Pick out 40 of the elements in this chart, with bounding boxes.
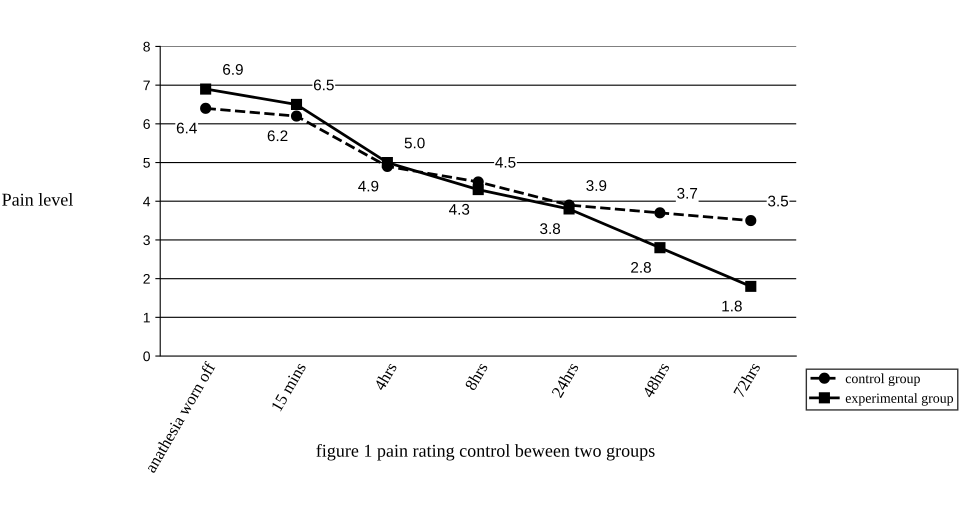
x-axis-title: figure 1 pain rating control beween two groups bbox=[316, 444, 655, 461]
point bbox=[200, 83, 212, 95]
data-label: 3.7 bbox=[677, 188, 698, 199]
legend-label: control group bbox=[846, 373, 920, 386]
y-tick-label: 1 bbox=[144, 312, 150, 322]
y-tick-label: 4 bbox=[143, 196, 150, 206]
y-axis-title: Pain level bbox=[2, 193, 73, 206]
data-label: 4.3 bbox=[449, 204, 470, 215]
data-label: 3.5 bbox=[768, 196, 788, 206]
data-label: 6.9 bbox=[223, 64, 243, 75]
data-label: 6.5 bbox=[314, 80, 334, 90]
x-tick-label: 4hrs bbox=[373, 361, 398, 392]
point bbox=[290, 110, 302, 122]
point bbox=[382, 156, 393, 168]
point bbox=[654, 242, 666, 254]
data-label: 5.0 bbox=[404, 138, 425, 148]
data-label: 6.4 bbox=[176, 122, 197, 134]
data-label: 6.2 bbox=[268, 130, 288, 142]
y-tick-label: 2 bbox=[143, 274, 150, 284]
data-label: 4.5 bbox=[495, 157, 516, 168]
data-label: 3.9 bbox=[586, 180, 606, 191]
y-tick-label: 6 bbox=[143, 119, 150, 130]
point bbox=[745, 280, 756, 292]
y-tick-label: 3 bbox=[143, 235, 150, 246]
data-label: 4.9 bbox=[358, 180, 378, 192]
data-label: 3.8 bbox=[540, 223, 560, 234]
legend-label: experimental group bbox=[846, 393, 954, 406]
point bbox=[290, 98, 302, 110]
point bbox=[745, 215, 756, 226]
point bbox=[654, 207, 666, 218]
point bbox=[564, 203, 575, 215]
data-label: 2.8 bbox=[631, 262, 651, 273]
y-tick-label: 5 bbox=[143, 158, 150, 168]
y-tick-label: 8 bbox=[143, 42, 150, 52]
x-tick-label: 8hrs bbox=[464, 361, 488, 392]
point bbox=[200, 102, 212, 114]
point bbox=[472, 184, 484, 196]
y-tick-label: 7 bbox=[143, 80, 150, 90]
data-label: 1.8 bbox=[722, 300, 742, 312]
y-tick-label: 0 bbox=[143, 351, 150, 362]
